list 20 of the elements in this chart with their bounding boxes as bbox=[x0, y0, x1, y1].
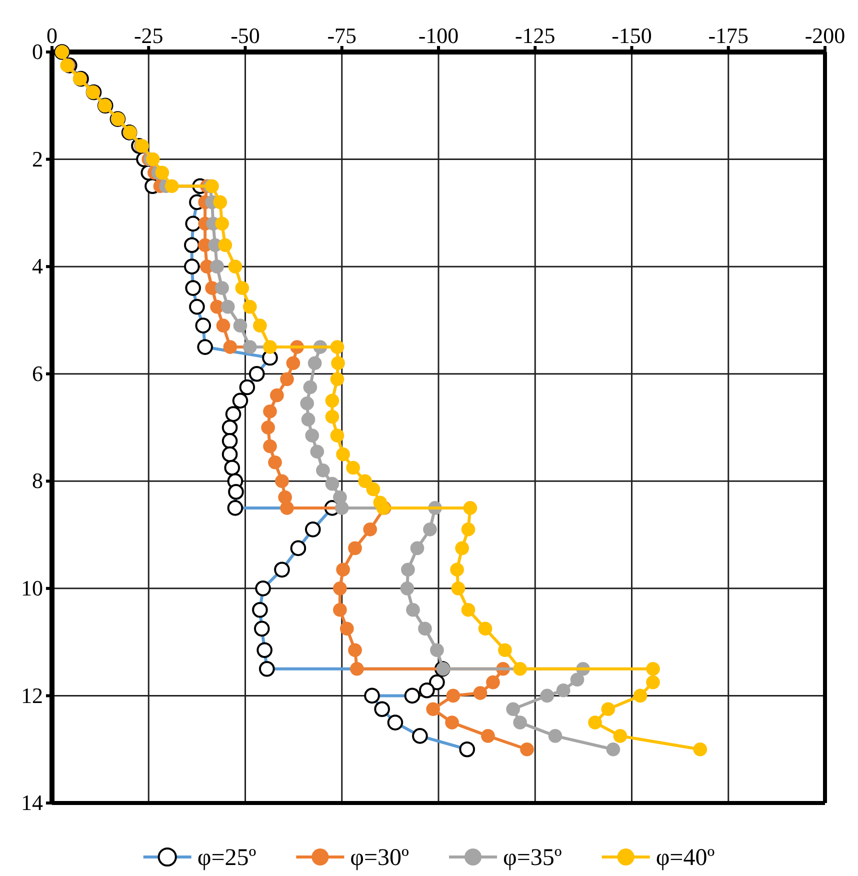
x-tick-label: -150 bbox=[612, 23, 652, 48]
x-tick-label: -100 bbox=[418, 23, 459, 48]
y-tick-label: 8 bbox=[32, 468, 43, 494]
x-tick-label: -200 bbox=[804, 23, 846, 48]
x-tick-label: -125 bbox=[514, 23, 556, 48]
legend-label: φ=40º bbox=[656, 845, 716, 871]
y-tick-label: 4 bbox=[32, 254, 43, 279]
x-tick-label: -25 bbox=[134, 23, 164, 48]
y-tick-label: 14 bbox=[21, 790, 43, 816]
legend-label: φ=30º bbox=[350, 845, 410, 871]
x-tick-label: -175 bbox=[708, 23, 749, 48]
legend-label: φ=25º bbox=[197, 845, 257, 871]
y-tick-label: 10 bbox=[21, 575, 43, 600]
x-tick-label: -50 bbox=[230, 23, 260, 48]
y-tick-label: 6 bbox=[32, 360, 43, 386]
y-tick-label: 2 bbox=[32, 146, 43, 172]
y-tick-label: 12 bbox=[21, 682, 43, 708]
legend-label: φ=35º bbox=[503, 845, 562, 871]
x-tick-label: -75 bbox=[327, 23, 357, 48]
y-tick-label: 0 bbox=[32, 39, 43, 64]
